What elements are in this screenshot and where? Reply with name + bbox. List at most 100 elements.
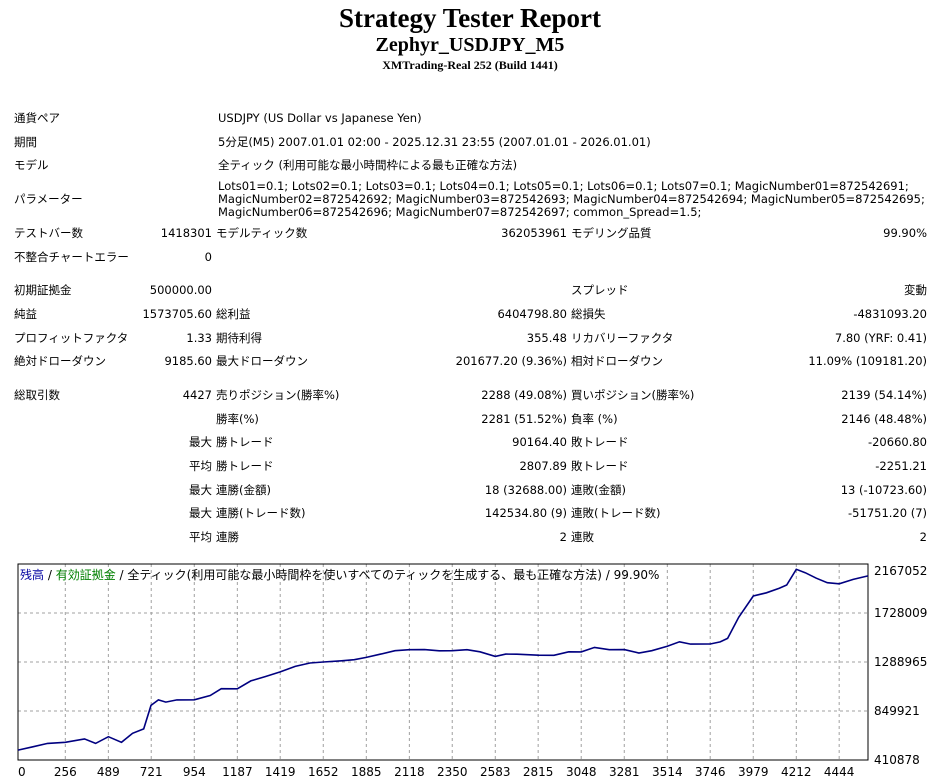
- x-tick-label: 3979: [738, 765, 769, 779]
- y-tick-label: 2167052: [874, 564, 927, 578]
- x-tick-label: 4212: [781, 765, 812, 779]
- symbol-value: USDJPY (US Dollar vs Japanese Yen): [218, 110, 422, 125]
- x-tick-label: 2815: [523, 765, 554, 779]
- largest-loss-value: -20660.80: [867, 435, 927, 450]
- payoff-label: 期待利得: [216, 330, 262, 345]
- short-label: 売りポジション(勝率%): [216, 388, 340, 403]
- y-tick-label: 410878: [874, 753, 920, 767]
- x-tick-label: 3514: [652, 765, 683, 779]
- avg-label-2: 平均: [189, 530, 212, 545]
- row-bars: テストバー数 1418301 モデルティック数 362053961 モデリング品…: [14, 221, 927, 245]
- row-pf: プロフィットファクタ 1.33 期待利得 355.48 リカバリーファクタ 7.…: [14, 326, 927, 350]
- avg-label: 平均: [189, 459, 212, 474]
- ticks-value: 362053961: [501, 225, 567, 240]
- netprofit-label: 純益: [14, 306, 37, 321]
- chart-background: [12, 561, 930, 779]
- avg-win-value: 2807.89: [519, 459, 567, 474]
- x-tick-label: 954: [183, 765, 206, 779]
- grossprofit-value: 6404798.80: [497, 306, 567, 321]
- report-title: Strategy Tester Report: [339, 3, 601, 33]
- ea-name: Zephyr_USDJPY_M5: [375, 34, 565, 56]
- long-value: 2139 (54.14%): [841, 388, 927, 403]
- largest-loss-label: 敗トレード: [571, 435, 629, 450]
- report-table: 通貨ペア USDJPY (US Dollar vs Japanese Yen) …: [14, 106, 927, 549]
- model-value: 全ティック (利用可能な最小時間枠による最も正確な方法): [218, 158, 518, 173]
- trades-value: 4427: [182, 388, 212, 403]
- pf-value: 1.33: [186, 330, 212, 345]
- row-largest: 最大 勝トレード 90164.40 敗トレード -20660.80: [14, 431, 927, 455]
- avg-cons-losses-value: 2: [919, 530, 927, 545]
- pf-label: プロフィットファクタ: [14, 330, 129, 345]
- max-label-3: 最大: [189, 506, 212, 521]
- model-label: モデル: [14, 158, 49, 173]
- y-tick-label: 849921: [874, 704, 920, 718]
- deposit-value: 500000.00: [149, 283, 212, 298]
- short-value: 2288 (49.08%): [481, 388, 567, 403]
- maxdd-label: 最大ドローダウン: [216, 354, 308, 369]
- row-cons-cnt: 最大 連勝(トレード数) 142534.80 (9) 連敗(トレード数) -51…: [14, 502, 927, 526]
- x-tick-label: 489: [97, 765, 120, 779]
- cons-wins-cnt-label: 連勝(トレード数): [216, 506, 306, 521]
- winrate-value: 2281 (51.52%): [481, 411, 567, 426]
- x-tick-label: 2118: [394, 765, 425, 779]
- cons-wins-cnt-value: 142534.80 (9): [484, 506, 567, 521]
- quality-value: 99.90%: [883, 225, 927, 240]
- row-drawdown: 絶対ドローダウン 9185.60 最大ドローダウン 201677.20 (9.3…: [14, 350, 927, 374]
- avg-win-label: 勝トレード: [216, 459, 274, 474]
- cons-losses-cnt-value: -51751.20 (7): [848, 506, 927, 521]
- cons-wins-amt-value: 18 (32688.00): [484, 482, 567, 497]
- absdd-value: 9185.60: [164, 354, 212, 369]
- x-tick-label: 1885: [351, 765, 382, 779]
- legend-rest: / 全ティック(利用可能な最小時間枠を使いすべてのティックを生成する、最も正確な…: [115, 568, 660, 582]
- row-symbol: 通貨ペア USDJPY (US Dollar vs Japanese Yen): [14, 106, 927, 130]
- x-tick-label: 256: [54, 765, 77, 779]
- rf-value: 7.80 (YRF: 0.41): [834, 330, 927, 345]
- x-tick-label: 3746: [695, 765, 726, 779]
- quality-label: モデリング品質: [571, 225, 652, 240]
- x-axis: 0 256 489 721 954 1187 1419 1652 1885 2118 2350 258…: [18, 765, 854, 779]
- mismatch-value: 0: [204, 249, 212, 264]
- netprofit-value: 1573705.60: [142, 306, 212, 321]
- x-tick-label: 3048: [566, 765, 597, 779]
- absdd-label: 絶対ドローダウン: [14, 354, 106, 369]
- params-label: パラメーター: [14, 192, 83, 207]
- server-info: XMTrading-Real 252 (Build 1441): [382, 58, 558, 72]
- params-value: Lots01=0.1; Lots02=0.1; Lots03=0.1; Lots…: [218, 178, 925, 219]
- maxdd-value: 201677.20 (9.36%): [455, 354, 567, 369]
- avg-cons-losses-label: 連敗: [571, 530, 594, 545]
- cons-losses-cnt-label: 連敗(トレード数): [571, 506, 661, 521]
- balance-chart: 2167052 1728009 1288965 849921 410878 0 256 48…: [12, 561, 930, 779]
- grossloss-value: -4831093.20: [853, 306, 927, 321]
- x-tick-label: 3281: [609, 765, 640, 779]
- row-winrate: 勝率(%) 2281 (51.52%) 負率 (%) 2146 (48.48%): [14, 407, 927, 431]
- plot-frame: [17, 563, 869, 761]
- balance-series-line: [17, 568, 869, 751]
- trades-label: 総取引数: [14, 388, 60, 403]
- row-cons-amt: 最大 連勝(金額) 18 (32688.00) 連敗(金額) 13 (-1072…: [14, 478, 927, 502]
- x-tick-label: 1652: [308, 765, 339, 779]
- cons-losses-amt-label: 連敗(金額): [571, 482, 626, 497]
- legend-equity: 有効証拠金: [55, 568, 116, 582]
- x-tick-label: 1187: [222, 765, 253, 779]
- spread-value: 変動: [904, 283, 927, 298]
- ticks-label: モデルティック数: [216, 225, 308, 240]
- row-avg-cons: 平均 連勝 2 連敗 2: [14, 525, 927, 549]
- row-mismatch: 不整合チャートエラー 0: [14, 245, 927, 269]
- max-label-2: 最大: [189, 482, 212, 497]
- lossrate-label: 負率 (%): [571, 411, 618, 426]
- cons-wins-amt-label: 連勝(金額): [216, 482, 271, 497]
- reldd-value: 11.09% (109181.20): [808, 354, 927, 369]
- x-tick-label: 2350: [437, 765, 468, 779]
- long-label: 買いポジション(勝率%): [571, 388, 695, 403]
- largest-win-value: 90164.40: [512, 435, 567, 450]
- x-tick-label: 1419: [265, 765, 296, 779]
- row-period: 期間 5分足(M5) 2007.01.01 02:00 - 2025.12.31…: [14, 130, 927, 154]
- rf-label: リカバリーファクタ: [571, 330, 674, 345]
- y-tick-label: 1288965: [874, 655, 927, 669]
- row-model: モデル 全ティック (利用可能な最小時間枠による最も正確な方法): [14, 153, 927, 177]
- legend-balance: 残高: [20, 568, 45, 582]
- grossprofit-label: 総利益: [216, 306, 251, 321]
- row-trades: 総取引数 4427 売りポジション(勝率%) 2288 (49.08%) 買いポ…: [14, 383, 927, 407]
- y-axis: 2167052 1728009 1288965 849921 410878: [874, 564, 927, 767]
- y-tick-label: 1728009: [874, 606, 927, 620]
